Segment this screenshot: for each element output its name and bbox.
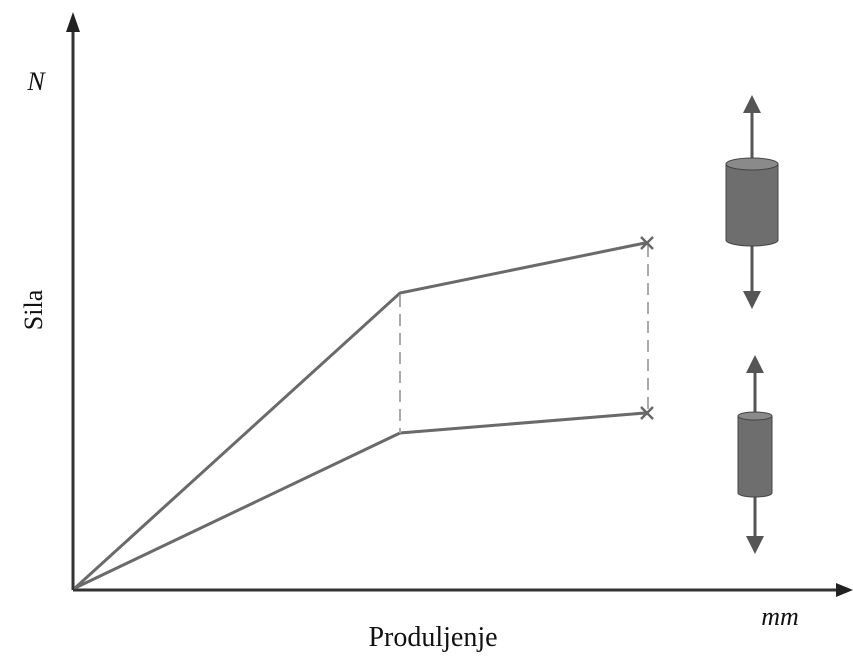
lower-curve: [74, 411, 646, 590]
small-specimen: [737, 355, 773, 554]
axes: [71, 28, 840, 592]
large-specimen: [725, 95, 779, 309]
y-label: Sila: [19, 289, 48, 330]
x-unit: mm: [761, 602, 799, 631]
y-axis-arrow: [66, 12, 80, 32]
x-label: Produljenje: [368, 622, 497, 653]
curves: [73, 241, 646, 590]
y-unit: N: [26, 67, 46, 96]
x-axis-arrow: [836, 583, 853, 597]
upper-curve: [73, 241, 646, 590]
dashed-lines: [399, 245, 649, 433]
fracture-marks: [640, 236, 654, 420]
